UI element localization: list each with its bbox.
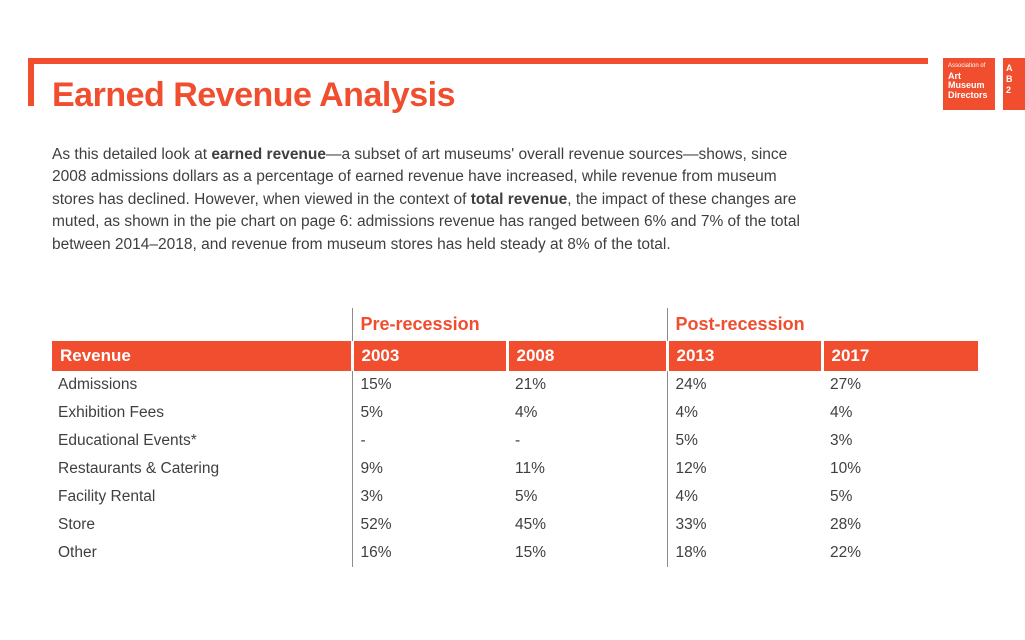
year-2013: 2013	[667, 341, 822, 371]
group-header-post: Post-recession	[667, 308, 978, 341]
cell: 5%	[507, 483, 667, 511]
cell: 5%	[352, 399, 507, 427]
row-label: Exhibition Fees	[52, 399, 352, 427]
year-header-label: Revenue	[52, 341, 352, 371]
group-header-pre: Pre-recession	[352, 308, 667, 341]
cell: 27%	[822, 371, 978, 399]
revenue-table-body: Admissions 15% 21% 24% 27% Exhibition Fe…	[52, 371, 978, 567]
cell: 52%	[352, 511, 507, 539]
cell: 5%	[667, 427, 822, 455]
cell: 5%	[822, 483, 978, 511]
logo-line2: Museum	[948, 80, 985, 90]
year-2008: 2008	[507, 341, 667, 371]
intro-paragraph: As this detailed look at earned revenue—…	[52, 144, 812, 256]
cell: 28%	[822, 511, 978, 539]
year-header-row: Revenue 2003 2008 2013 2017	[52, 341, 978, 371]
logo-line1: Art	[948, 71, 961, 81]
cell: 45%	[507, 511, 667, 539]
table-row: Facility Rental 3% 5% 4% 5%	[52, 483, 978, 511]
table-row: Other 16% 15% 18% 22%	[52, 539, 978, 567]
cell: 3%	[352, 483, 507, 511]
frame-left-rule	[28, 58, 34, 106]
cell: 21%	[507, 371, 667, 399]
table-row: Store 52% 45% 33% 28%	[52, 511, 978, 539]
logo2-line2: B	[1006, 74, 1013, 84]
para-bold2: total revenue	[471, 191, 567, 208]
group-header-row: Pre-recession Post-recession	[52, 308, 978, 341]
para-seg1: As this detailed look at	[52, 146, 211, 163]
table-row: Restaurants & Catering 9% 11% 12% 10%	[52, 455, 978, 483]
page-title: Earned Revenue Analysis	[52, 76, 455, 115]
row-label: Facility Rental	[52, 483, 352, 511]
amd-logo: Association of Art Museum Directors	[943, 58, 995, 110]
cell: 15%	[507, 539, 667, 567]
cell: 10%	[822, 455, 978, 483]
cell: 33%	[667, 511, 822, 539]
cell: 18%	[667, 539, 822, 567]
cell: 4%	[822, 399, 978, 427]
cell: 3%	[822, 427, 978, 455]
cell: 15%	[352, 371, 507, 399]
cell: 16%	[352, 539, 507, 567]
cell: 4%	[507, 399, 667, 427]
group-header-blank	[52, 308, 352, 341]
row-label: Educational Events*	[52, 427, 352, 455]
logo-line0: Association of	[948, 63, 990, 70]
revenue-table-wrap: Pre-recession Post-recession Revenue 200…	[52, 308, 978, 567]
year-2017: 2017	[822, 341, 978, 371]
cell: 12%	[667, 455, 822, 483]
table-row: Exhibition Fees 5% 4% 4% 4%	[52, 399, 978, 427]
row-label: Store	[52, 511, 352, 539]
table-row: Educational Events* - - 5% 3%	[52, 427, 978, 455]
cell: -	[352, 427, 507, 455]
cell: -	[507, 427, 667, 455]
table-row: Admissions 15% 21% 24% 27%	[52, 371, 978, 399]
cell: 9%	[352, 455, 507, 483]
row-label: Other	[52, 539, 352, 567]
row-label: Restaurants & Catering	[52, 455, 352, 483]
para-bold1: earned revenue	[211, 146, 326, 163]
cell: 22%	[822, 539, 978, 567]
cell: 4%	[667, 483, 822, 511]
secondary-logo: A B 2	[1003, 58, 1025, 110]
row-label: Admissions	[52, 371, 352, 399]
frame-top-rule	[28, 58, 928, 64]
cell: 4%	[667, 399, 822, 427]
revenue-table: Pre-recession Post-recession Revenue 200…	[52, 308, 978, 567]
logo2-line3: 2	[1006, 85, 1011, 95]
logo2-line1: A	[1006, 63, 1013, 73]
cell: 11%	[507, 455, 667, 483]
cell: 24%	[667, 371, 822, 399]
logo-line3: Directors	[948, 90, 988, 100]
year-2003: 2003	[352, 341, 507, 371]
